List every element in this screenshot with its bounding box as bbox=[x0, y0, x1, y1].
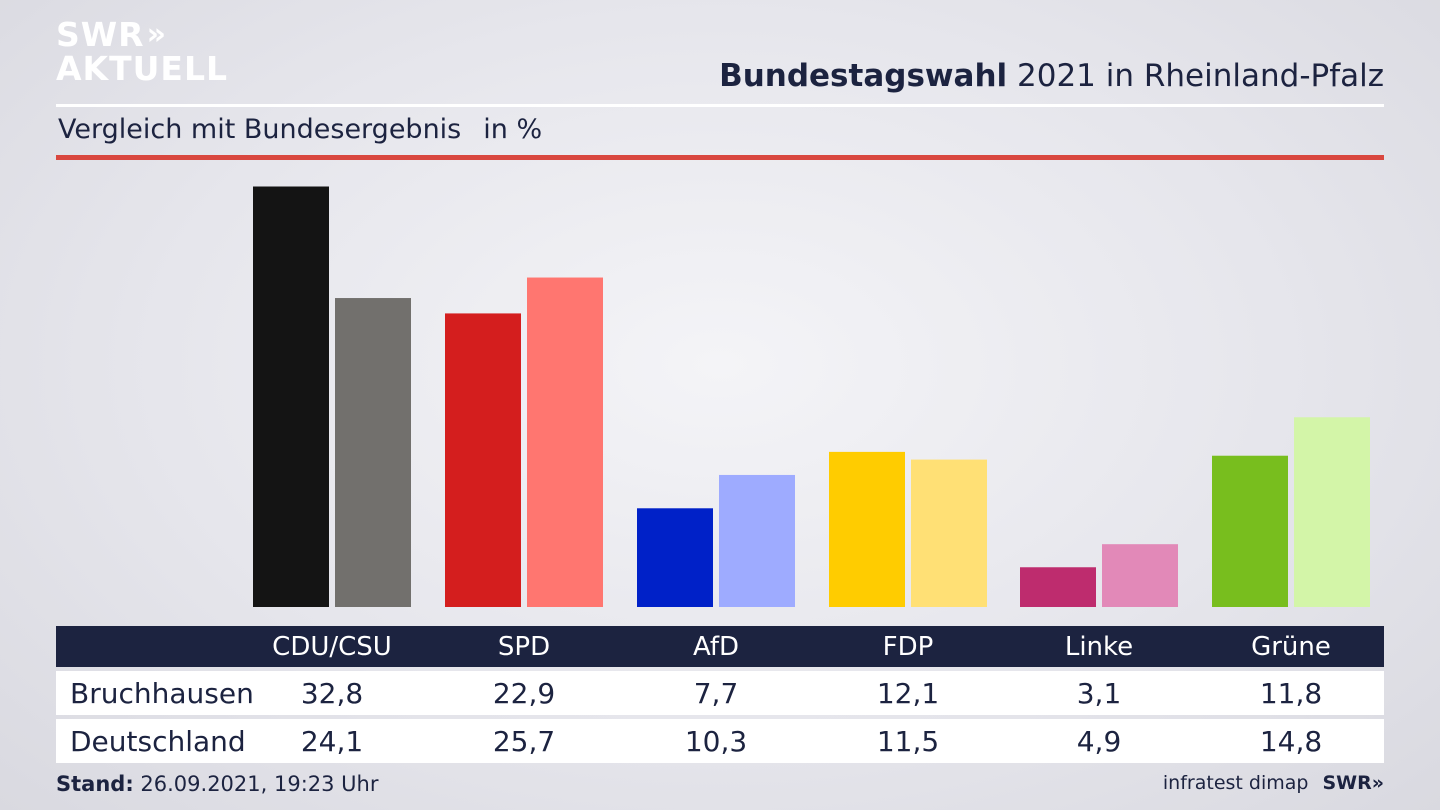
title-bold: Bundestagswahl bbox=[719, 58, 1008, 94]
column-header-fdp: FDP bbox=[882, 631, 934, 662]
logo-swr-text: SWR bbox=[56, 15, 145, 54]
timestamp: Stand: 26.09.2021, 19:23 Uhr bbox=[56, 772, 379, 796]
column-header-gr-ne: Grüne bbox=[1251, 631, 1331, 662]
bar-fdp-deutschland bbox=[911, 459, 987, 607]
bar-cdu-csu-bruchhausen bbox=[253, 186, 329, 607]
subtitle-text: Vergleich mit Bundesergebnis bbox=[58, 114, 462, 145]
bar-gr-ne-deutschland bbox=[1294, 417, 1370, 607]
table-row-bruchhausen: Bruchhausen 32,8 22,9 7,7 12,1 3,1 11,8 bbox=[56, 671, 1384, 715]
bar-fdp-bruchhausen bbox=[829, 451, 905, 607]
bar-spd-deutschland bbox=[527, 277, 603, 607]
results-table: CDU/CSU SPD AfD FDP Linke Grüne Bruchhausen 32… bbox=[56, 626, 1384, 763]
source-text: infratest dimap bbox=[1162, 772, 1309, 794]
title-rest: 2021 in Rheinland-Pfalz bbox=[1007, 58, 1384, 94]
value-cdu-csu-bruchhausen: 32,8 bbox=[300, 676, 364, 710]
row-label-deutschland: Deutschland bbox=[70, 724, 246, 758]
value-spd-deutschland: 25,7 bbox=[492, 724, 556, 758]
column-header-linke: Linke bbox=[1064, 631, 1134, 662]
value-gr-ne-deutschland: 14,8 bbox=[1259, 724, 1323, 758]
table-row-deutschland: Deutschland 24,1 25,7 10,3 11,5 4,9 14,8 bbox=[56, 719, 1384, 763]
value-gr-ne-bruchhausen: 11,8 bbox=[1259, 676, 1323, 710]
unit-label: in % bbox=[483, 114, 543, 145]
swr-aktuell-logo: SWR» AKTUELL bbox=[56, 18, 228, 86]
column-header-spd: SPD bbox=[497, 631, 551, 662]
stand-label: Stand: bbox=[56, 772, 134, 796]
value-linke-deutschland: 4,9 bbox=[1076, 724, 1122, 758]
value-linke-bruchhausen: 3,1 bbox=[1076, 676, 1122, 710]
value-afd-deutschland: 10,3 bbox=[684, 724, 748, 758]
bar-linke-bruchhausen bbox=[1020, 567, 1096, 607]
column-header-cdu-csu: CDU/CSU bbox=[272, 631, 392, 662]
source-credit: infratest dimap SWR» bbox=[1163, 772, 1384, 794]
column-header-afd: AfD bbox=[692, 631, 740, 662]
swr-brand-logo: SWR» bbox=[1322, 772, 1384, 794]
subtitle-divider bbox=[56, 155, 1384, 160]
value-afd-bruchhausen: 7,7 bbox=[693, 676, 739, 710]
stand-value: 26.09.2021, 19:23 Uhr bbox=[133, 772, 379, 796]
table-header-row: CDU/CSU SPD AfD FDP Linke Grüne bbox=[56, 626, 1384, 667]
bar-linke-deutschland bbox=[1102, 544, 1178, 607]
value-fdp-bruchhausen: 12,1 bbox=[876, 676, 940, 710]
bar-cdu-csu-deutschland bbox=[335, 298, 411, 607]
bar-afd-bruchhausen bbox=[637, 508, 713, 607]
value-cdu-csu-deutschland: 24,1 bbox=[300, 724, 364, 758]
header-divider bbox=[56, 104, 1384, 107]
bar-afd-deutschland bbox=[719, 474, 795, 607]
chart-title: Bundestagswahl 2021 in Rheinland-Pfalz bbox=[719, 58, 1384, 94]
logo-aktuell-text: AKTUELL bbox=[56, 49, 229, 88]
value-fdp-deutschland: 11,5 bbox=[876, 724, 940, 758]
chart-subtitle: Vergleich mit Bundesergebnis in % bbox=[58, 114, 542, 145]
bar-gr-ne-bruchhausen bbox=[1212, 455, 1288, 607]
bar-spd-bruchhausen bbox=[445, 313, 521, 607]
row-label-bruchhausen: Bruchhausen bbox=[70, 676, 254, 710]
value-spd-bruchhausen: 22,9 bbox=[492, 676, 556, 710]
